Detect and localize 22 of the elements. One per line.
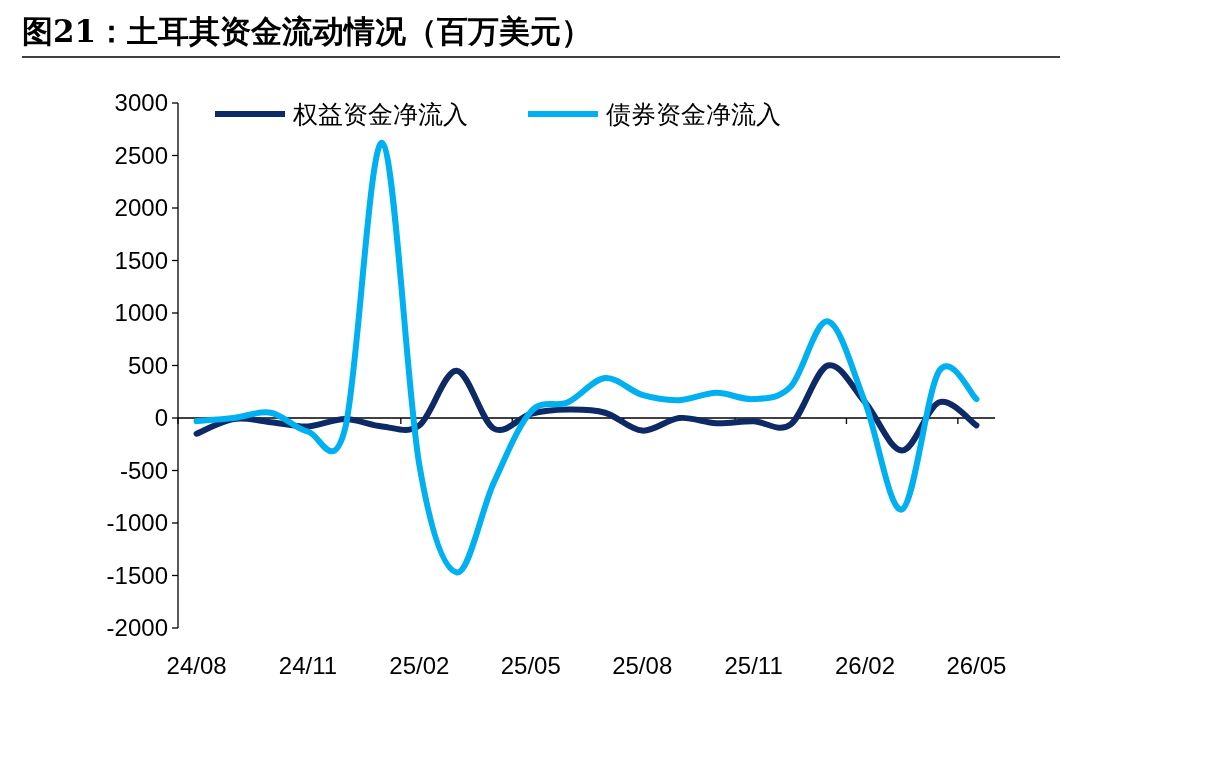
y-tick-label: 2000 [114,194,168,221]
x-tick-label: 24/08 [166,652,227,679]
x-tick-label: 25/02 [389,652,450,679]
y-tick-label: 0 [154,404,168,431]
y-tick-label: -2000 [106,614,168,641]
x-tick-label: 25/05 [500,652,561,679]
x-tick-label: 25/11 [724,652,783,679]
y-tick-label: 2500 [114,141,168,169]
y-tick-label: -1000 [106,509,168,536]
y-tick-label: -1500 [106,561,168,589]
legend-label: 权益资金净流入 [292,100,468,128]
y-tick-label: 500 [127,351,168,379]
y-tick-label: -500 [119,456,168,484]
chart-title: 图21：土耳其资金流动情况（百万美元） [22,13,593,49]
y-tick-label: 1000 [114,299,168,326]
x-tick-label: 26/05 [946,652,1007,679]
x-tick-label: 25/08 [612,652,673,679]
legend-label: 债券资金净流入 [606,100,781,128]
y-tick-label: 1500 [114,246,168,274]
y-tick-label: 3000 [114,89,168,116]
x-tick-label: 24/11 [278,652,338,679]
x-tick-label: 26/02 [834,652,896,679]
